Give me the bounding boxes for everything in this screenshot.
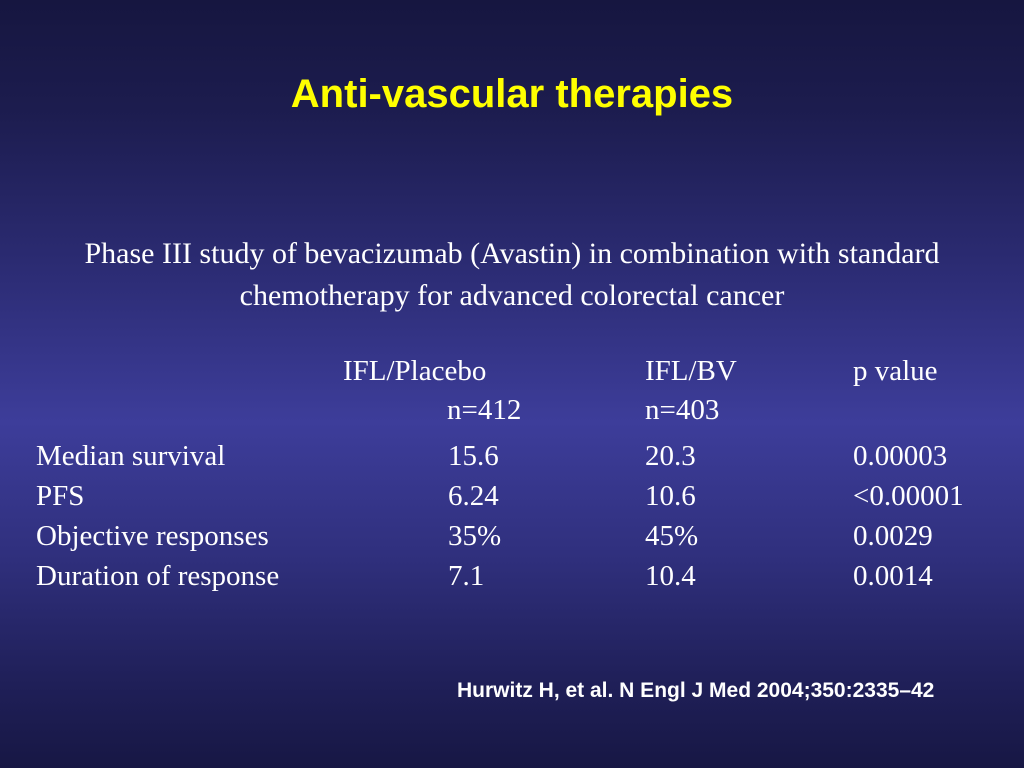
value-objective-responses-ifl-placebo: 35%	[448, 520, 502, 552]
sample-size-ifl-placebo: n=412	[447, 394, 522, 426]
value-median-survival-p: 0.00003	[853, 440, 948, 472]
row-label-objective-responses: Objective responses	[36, 520, 269, 552]
row-label-pfs: PFS	[36, 480, 85, 512]
row-label-median-survival: Median survival	[36, 440, 226, 472]
value-duration-of-response-ifl-bv: 10.4	[645, 560, 696, 592]
column-header-ifl-placebo: IFL/Placebo	[343, 355, 487, 387]
sample-size-ifl-bv: n=403	[645, 394, 720, 426]
value-median-survival-ifl-bv: 20.3	[645, 440, 696, 472]
value-pfs-p: <0.00001	[853, 480, 964, 512]
value-objective-responses-ifl-bv: 45%	[645, 520, 699, 552]
citation: Hurwitz H, et al. N Engl J Med 2004;350:…	[457, 679, 935, 702]
column-header-ifl-bv: IFL/BV	[645, 355, 737, 387]
value-duration-of-response-ifl-placebo: 7.1	[448, 560, 485, 592]
slide-title: Anti-vascular therapies	[290, 72, 734, 116]
value-duration-of-response-p: 0.0014	[853, 560, 933, 592]
row-label-duration-of-response: Duration of response	[36, 560, 280, 592]
value-objective-responses-p: 0.0029	[853, 520, 933, 552]
value-pfs-ifl-placebo: 6.24	[448, 480, 499, 512]
study-description-line1: Phase III study of bevacizumab (Avastin)…	[84, 237, 940, 270]
study-description: Phase III study of bevacizumab (Avastin)…	[0, 233, 1024, 317]
column-header-p-value: p value	[853, 355, 938, 387]
value-pfs-ifl-bv: 10.6	[645, 480, 696, 512]
study-description-line2: chemotherapy for advanced colorectal can…	[239, 279, 785, 312]
value-median-survival-ifl-placebo: 15.6	[448, 440, 499, 472]
